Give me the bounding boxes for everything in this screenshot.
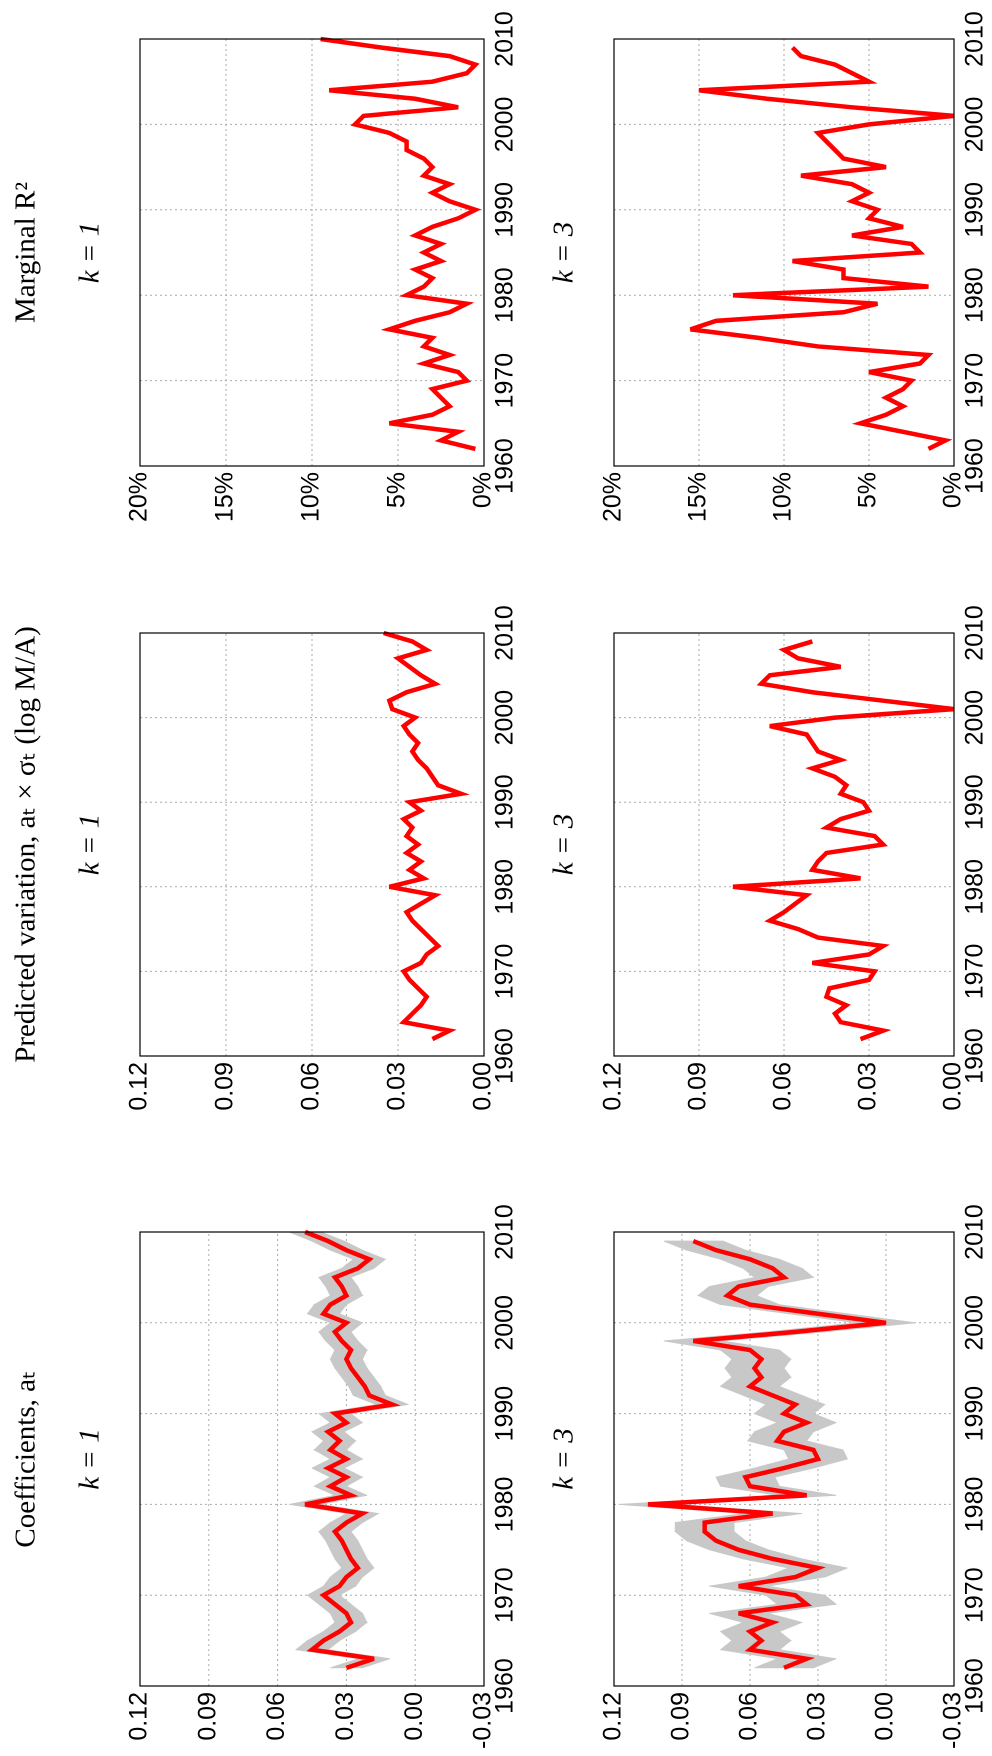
- x-tick-label: 1970: [491, 944, 519, 1000]
- y-tick-label: 0.00: [469, 1062, 497, 1111]
- x-tick-label: 2010: [491, 1204, 519, 1260]
- x-tick-label: 2010: [491, 11, 519, 67]
- y-tick-label: 0.12: [125, 1062, 153, 1111]
- data-line: [320, 36, 482, 452]
- x-tick-label: 1990: [961, 1386, 989, 1442]
- x-tick-label: 1960: [961, 1028, 989, 1084]
- x-tick-label: 1970: [961, 944, 989, 1000]
- y-tick-label: 5%: [383, 472, 411, 508]
- y-tick-label: 0.03: [331, 1692, 359, 1741]
- x-tick-label: 1960: [961, 1658, 989, 1714]
- plot-frame: [613, 632, 955, 1057]
- x-tick-label: 1990: [491, 774, 519, 830]
- y-tick-label: 0.03: [854, 1062, 882, 1111]
- y-tick-label: 5%: [854, 472, 882, 508]
- x-tick-label: 1990: [961, 774, 989, 830]
- y-tick-label: -0.03: [939, 1692, 967, 1749]
- y-tick-label: 10%: [769, 472, 797, 522]
- panel-label: k = 1: [74, 814, 106, 875]
- x-tick-label: 2010: [961, 1204, 989, 1260]
- x-tick-label: 1960: [491, 438, 519, 494]
- y-tick-label: 0.03: [803, 1692, 831, 1741]
- y-tick-label: 0%: [939, 472, 967, 508]
- data-line: [304, 1229, 401, 1670]
- x-tick-label: 2000: [491, 1295, 519, 1351]
- x-tick-label: 1970: [491, 353, 519, 409]
- data-line: [689, 45, 955, 451]
- x-tick-label: 1980: [491, 1477, 519, 1533]
- x-tick-label: 1980: [961, 1477, 989, 1533]
- y-tick-label: 0.12: [599, 1692, 627, 1741]
- plot-frame: [613, 1231, 955, 1687]
- y-tick-label: 0.00: [939, 1062, 967, 1111]
- x-tick-label: 1960: [491, 1028, 519, 1084]
- plot-area: [613, 1231, 955, 1687]
- data-line: [383, 630, 470, 1042]
- data-line: [647, 1238, 887, 1670]
- x-tick-label: 1960: [961, 438, 989, 494]
- plot-frame: [139, 1231, 485, 1687]
- plot-area: [139, 630, 485, 1057]
- plot-frame: [613, 38, 955, 467]
- column-title: Predicted variation, aₜ × σₜ (log M/A): [10, 626, 42, 1062]
- y-tick-label: 0.00: [871, 1692, 899, 1741]
- y-tick-label: 0.12: [125, 1692, 153, 1741]
- y-tick-label: 0.09: [684, 1062, 712, 1111]
- x-tick-label: 2000: [491, 690, 519, 746]
- x-tick-label: 2010: [961, 605, 989, 661]
- x-tick-label: 2000: [961, 1295, 989, 1351]
- plot-frame: [139, 632, 485, 1057]
- y-tick-label: 0.06: [769, 1062, 797, 1111]
- panel-label: k = 3: [548, 1428, 580, 1489]
- y-tick-label: 20%: [125, 472, 153, 522]
- y-tick-label: 0.03: [383, 1062, 411, 1111]
- y-tick-label: 10%: [297, 472, 325, 522]
- x-tick-label: 1980: [491, 267, 519, 323]
- panel-label: k = 3: [548, 222, 580, 283]
- x-tick-label: 2000: [491, 97, 519, 153]
- y-tick-label: 0.06: [262, 1692, 290, 1741]
- x-tick-label: 1960: [491, 1658, 519, 1714]
- plot-area: [613, 38, 955, 467]
- x-tick-label: 1970: [961, 353, 989, 409]
- x-tick-label: 2010: [961, 11, 989, 67]
- plot-area: [139, 1229, 485, 1687]
- x-tick-label: 1980: [961, 859, 989, 915]
- y-tick-label: 0.09: [193, 1692, 221, 1741]
- column-title: Marginal R²: [10, 182, 42, 323]
- data-line: [732, 639, 955, 1042]
- x-tick-label: 1980: [491, 859, 519, 915]
- x-tick-label: 1990: [961, 182, 989, 238]
- x-tick-label: 1990: [491, 1386, 519, 1442]
- y-tick-label: 15%: [684, 472, 712, 522]
- panel-label: k = 3: [548, 814, 580, 875]
- y-tick-label: 0.09: [211, 1062, 239, 1111]
- y-tick-label: 20%: [599, 472, 627, 522]
- panel-label: k = 1: [74, 1428, 106, 1489]
- plot-area: [139, 36, 485, 467]
- y-tick-label: 0.09: [667, 1692, 695, 1741]
- column-title: Coefficients, aₜ: [10, 1370, 42, 1547]
- y-tick-label: 0.06: [297, 1062, 325, 1111]
- x-tick-label: 1980: [961, 267, 989, 323]
- x-tick-label: 2000: [961, 97, 989, 153]
- plot-frame: [139, 38, 485, 467]
- rotated-figure: Coefficients, aₜ k = 1 -0.03 0.00 0.03 0.06 0.…: [10, 11, 989, 1749]
- y-tick-label: -0.03: [469, 1692, 497, 1749]
- y-tick-label: 0.12: [599, 1062, 627, 1111]
- x-tick-label: 2010: [491, 605, 519, 661]
- y-tick-label: 15%: [211, 472, 239, 522]
- y-tick-label: 0.06: [735, 1692, 763, 1741]
- plot-area: [613, 632, 955, 1057]
- y-tick-label: 0%: [469, 472, 497, 508]
- x-tick-label: 1990: [491, 182, 519, 238]
- x-tick-label: 2000: [961, 690, 989, 746]
- y-tick-label: 0.00: [400, 1692, 428, 1741]
- x-tick-label: 1970: [961, 1567, 989, 1623]
- x-tick-label: 1970: [491, 1567, 519, 1623]
- panel-label: k = 1: [74, 222, 106, 283]
